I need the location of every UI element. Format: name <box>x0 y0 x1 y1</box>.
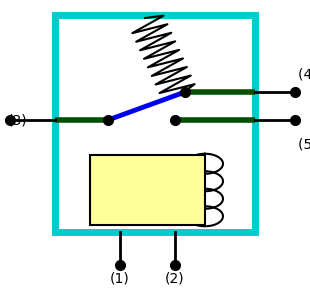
Bar <box>90 155 205 225</box>
Text: (5) NA: (5) NA <box>298 138 310 152</box>
Text: (4) NF: (4) NF <box>298 68 310 82</box>
Text: (3): (3) <box>8 113 28 127</box>
Text: (2): (2) <box>165 271 185 285</box>
Text: (1): (1) <box>110 271 130 285</box>
Bar <box>55 15 255 232</box>
